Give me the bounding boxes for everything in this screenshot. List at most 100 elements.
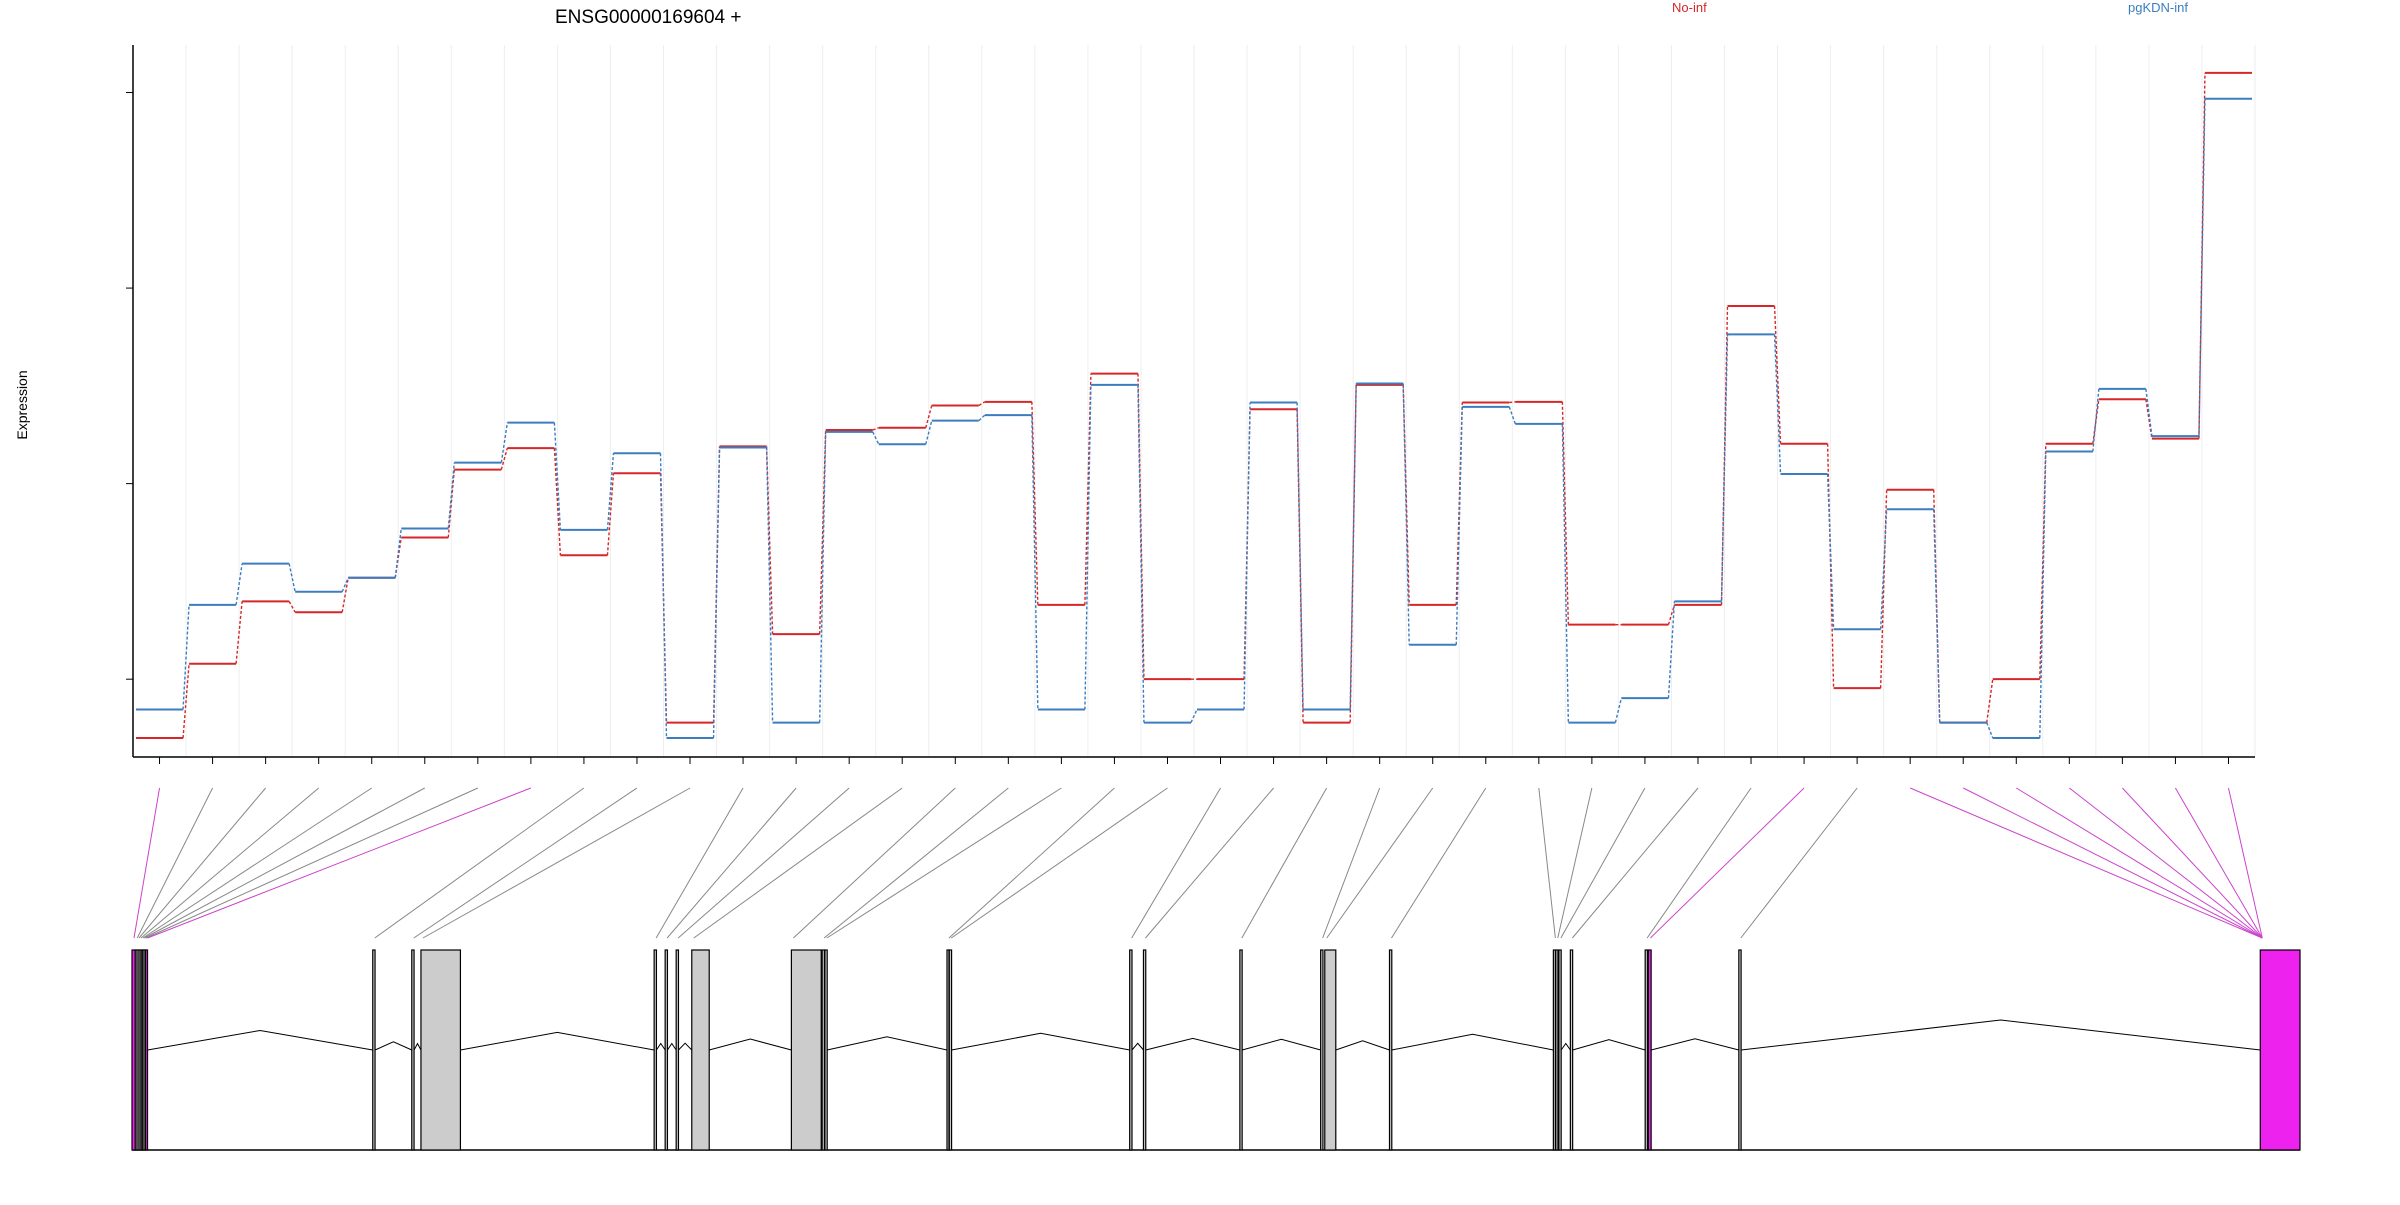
series-no-inf-link-4 [341, 577, 349, 613]
connector-e009 [374, 787, 585, 939]
intron-9 [374, 1041, 412, 1051]
connector-e016 [793, 787, 956, 939]
exon-box-31 [1644, 949, 1649, 1151]
connector-e027 [1538, 787, 1556, 939]
connector-e014 [677, 787, 850, 939]
exon-box-15 [691, 949, 710, 1151]
exon-box-28 [1555, 949, 1559, 1151]
connector-e033 [1740, 787, 1858, 939]
connector-e035 [1963, 787, 2263, 939]
series-pgkdn-inf-link-11 [712, 447, 721, 739]
series-no-inf-link-17 [1031, 401, 1039, 605]
series-pgkdn-inf-link-15 [925, 420, 933, 445]
intron-10 [413, 1042, 422, 1051]
series-no-inf-link-9 [606, 473, 615, 556]
legend-entry-no-inf: No-inf [1672, 0, 1707, 15]
connector-e024 [1322, 787, 1381, 939]
series-pgkdn-inf-link-21 [1243, 402, 1251, 710]
series-pgkdn-inf-link-18 [1084, 384, 1092, 710]
series-pgkdn-inf-link-29 [1667, 601, 1676, 699]
legend-entry-pgkdn-inf: pgKDN-inf [2128, 0, 2188, 15]
connector-e039 [2174, 787, 2263, 939]
exon-box-8 [144, 949, 149, 1151]
series-no-inf-link-13 [818, 429, 827, 635]
intron-11 [460, 1031, 655, 1051]
series-pgkdn-inf-link-2 [235, 563, 243, 605]
connector-e013 [666, 787, 797, 939]
series-no-inf-link-15 [925, 405, 933, 428]
intron-23 [1242, 1038, 1321, 1051]
series-pgkdn-inf-link-1 [182, 604, 190, 710]
exon-box-18 [824, 949, 828, 1151]
exon-box-33 [1738, 949, 1742, 1151]
connector-e003 [138, 787, 267, 939]
intron-20 [951, 1032, 1130, 1051]
exon-box-27 [1552, 949, 1556, 1151]
connector-e036 [2016, 787, 2263, 939]
connector-e040 [2227, 787, 2263, 939]
intron-30 [1572, 1039, 1646, 1051]
connector-e001 [133, 787, 161, 939]
exon-box-12 [653, 949, 658, 1151]
intron-25 [1335, 1040, 1390, 1051]
series-pgkdn-inf-link-30 [1720, 334, 1729, 602]
connector-e020 [951, 787, 1168, 939]
intron-13 [667, 1042, 677, 1051]
series-no-inf-link-16 [978, 401, 986, 407]
series-pgkdn-inf-link-34 [1933, 509, 1941, 723]
series-pgkdn-inf-link-38 [2145, 388, 2153, 437]
series-no-inf-link-38 [2145, 399, 2153, 439]
series-pgkdn-inf-link-23 [1349, 383, 1357, 710]
connector-e030 [1571, 787, 1699, 939]
series-no-inf-link-1 [182, 663, 190, 739]
exon-box-13 [664, 949, 669, 1151]
connector-e025 [1326, 787, 1434, 939]
connector-e034 [1909, 787, 2263, 939]
connector-e023 [1241, 787, 1328, 939]
connector-e021 [1131, 787, 1221, 939]
connector-e007 [145, 787, 479, 939]
intron-29 [1560, 1042, 1571, 1051]
connector-e038 [2122, 787, 2263, 939]
series-pgkdn-inf-link-17 [1031, 415, 1039, 710]
exon-box-32 [1647, 949, 1652, 1151]
exon-box-11 [420, 949, 462, 1151]
series-pgkdn-inf-link-19 [1137, 384, 1145, 723]
exon-box-26 [1388, 949, 1393, 1151]
series-no-inf-link-7 [500, 447, 509, 470]
exon-box-29 [1558, 949, 1562, 1151]
intron-14 [678, 1042, 693, 1051]
exon-box-34 [2259, 949, 2301, 1151]
exon-box-10 [411, 949, 415, 1151]
intron-18 [827, 1036, 948, 1051]
intron-21 [1131, 1042, 1144, 1051]
exon-box-23 [1239, 949, 1243, 1151]
series-no-inf-link-31 [1773, 305, 1782, 444]
exon-box-25 [1324, 949, 1337, 1151]
exon-box-17 [821, 949, 826, 1151]
series-pgkdn-inf-link-7 [500, 422, 509, 463]
series-no-inf-link-23 [1349, 384, 1357, 723]
series-pgkdn-inf-link-36 [2039, 451, 2047, 739]
connector-e029 [1560, 787, 1646, 939]
series-no-inf-link-26 [1509, 401, 1516, 404]
series-pgkdn-inf-link-39 [2198, 98, 2206, 437]
connector-e028 [1557, 787, 1593, 939]
series-pgkdn-inf-link-33 [1879, 509, 1888, 630]
series-pgkdn-inf-link-4 [341, 577, 349, 593]
connector-e005 [142, 787, 372, 939]
connector-e017 [823, 787, 1009, 939]
series-pgkdn-inf-link-16 [978, 414, 986, 422]
connector-e006 [144, 787, 426, 939]
intron-26 [1391, 1033, 1554, 1051]
series-pgkdn-inf-link-20 [1190, 709, 1198, 723]
series-pgkdn-inf-link-37 [2092, 388, 2100, 452]
connector-e008 [147, 787, 532, 939]
series-pgkdn-inf-link-26 [1508, 406, 1516, 425]
connector-e018 [826, 787, 1062, 939]
series-pgkdn-inf-link-12 [765, 447, 774, 723]
series-pgkdn-inf-link-24 [1402, 383, 1410, 645]
series-no-inf-link-14 [872, 427, 879, 431]
series-pgkdn-inf-link-13 [818, 431, 827, 723]
